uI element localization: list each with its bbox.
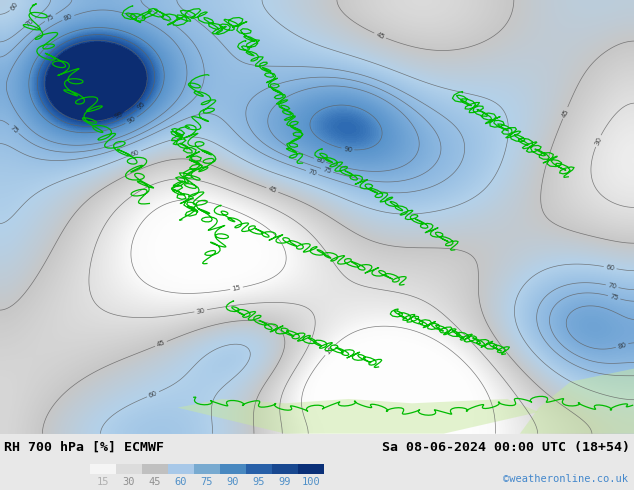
- Text: RH 700 hPa [%] ECMWF: RH 700 hPa [%] ECMWF: [4, 441, 164, 454]
- Bar: [220, 464, 246, 474]
- Text: 45: 45: [149, 477, 161, 488]
- Bar: [116, 464, 142, 474]
- Bar: [272, 464, 298, 474]
- Bar: [298, 464, 324, 474]
- Text: 100: 100: [302, 477, 320, 488]
- Text: 90: 90: [126, 116, 136, 125]
- Text: 70: 70: [307, 168, 317, 177]
- Bar: [194, 464, 220, 474]
- Text: 60: 60: [148, 390, 158, 399]
- Text: 90: 90: [227, 477, 239, 488]
- Text: 30: 30: [123, 477, 135, 488]
- Text: 30: 30: [593, 136, 603, 147]
- Text: 80: 80: [314, 156, 325, 165]
- Text: 75: 75: [9, 124, 19, 134]
- Text: 45: 45: [375, 31, 385, 40]
- Text: 15: 15: [231, 285, 242, 292]
- Polygon shape: [520, 368, 634, 434]
- Text: 60: 60: [175, 477, 187, 488]
- Bar: [90, 464, 116, 474]
- Text: 80: 80: [63, 13, 74, 23]
- Text: 80: 80: [617, 342, 627, 350]
- Text: 70: 70: [607, 282, 617, 290]
- Text: 90: 90: [343, 146, 353, 153]
- Bar: [168, 464, 194, 474]
- Text: 99: 99: [113, 110, 124, 120]
- Text: 15: 15: [97, 477, 109, 488]
- Text: 15: 15: [324, 345, 335, 356]
- Text: 95: 95: [136, 100, 146, 111]
- Text: 95: 95: [253, 477, 265, 488]
- Text: ©weatheronline.co.uk: ©weatheronline.co.uk: [503, 474, 628, 484]
- Polygon shape: [178, 399, 539, 434]
- Text: 45: 45: [267, 186, 278, 195]
- Text: 99: 99: [279, 477, 291, 488]
- Text: Sa 08-06-2024 00:00 UTC (18+54): Sa 08-06-2024 00:00 UTC (18+54): [382, 441, 630, 454]
- Text: 70: 70: [25, 18, 36, 28]
- Text: 60: 60: [130, 149, 141, 158]
- Bar: [246, 464, 272, 474]
- Text: 30: 30: [196, 307, 205, 315]
- Text: 75: 75: [45, 13, 56, 23]
- Bar: [142, 464, 168, 474]
- Text: 45: 45: [156, 340, 166, 348]
- Text: 75: 75: [609, 293, 619, 301]
- Text: 60: 60: [9, 0, 19, 11]
- Text: 75: 75: [322, 166, 332, 174]
- Text: 45: 45: [561, 108, 570, 118]
- Text: 60: 60: [605, 264, 615, 271]
- Text: 75: 75: [201, 477, 213, 488]
